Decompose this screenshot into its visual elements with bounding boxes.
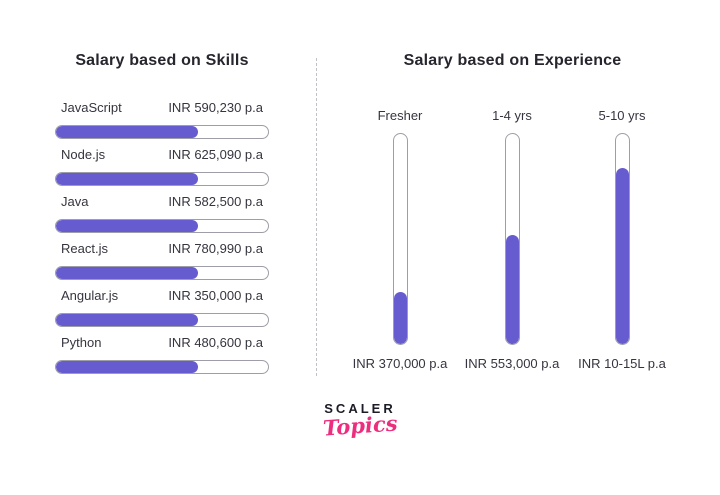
skill-bar-fill bbox=[56, 267, 199, 279]
skill-bar-track bbox=[55, 219, 269, 233]
skill-bar-fill bbox=[56, 126, 199, 138]
scaler-topics-logo: SCALER Topics bbox=[0, 401, 720, 441]
skill-label: Node.js bbox=[61, 147, 106, 162]
skill-label: Angular.js bbox=[61, 288, 119, 303]
skill-row-head: Python INR 480,600 p.a bbox=[55, 335, 269, 355]
experience-value: INR 10-15L p.a bbox=[578, 356, 666, 371]
experience-column-fresher: Fresher INR 370,000 p.a bbox=[345, 108, 455, 371]
experience-bar-track bbox=[392, 133, 408, 345]
skill-bar-track bbox=[55, 125, 269, 139]
skill-row-angularjs: Angular.js INR 350,000 p.a bbox=[55, 288, 269, 327]
experience-value: INR 370,000 p.a bbox=[352, 356, 448, 371]
logo-brand-text: SCALER bbox=[324, 401, 396, 416]
skill-bar-track bbox=[55, 266, 269, 280]
skill-value: INR 625,090 p.a bbox=[168, 147, 263, 162]
skill-row-javascript: JavaScript INR 590,230 p.a bbox=[55, 100, 269, 139]
experience-column-1-4yrs: 1-4 yrs INR 553,000 p.a bbox=[457, 108, 567, 371]
skill-value: INR 590,230 p.a bbox=[168, 100, 263, 115]
skill-bar-track bbox=[55, 360, 269, 374]
skill-label: Python bbox=[61, 335, 102, 350]
skill-value: INR 480,600 p.a bbox=[168, 335, 263, 350]
skill-bar-fill bbox=[56, 220, 199, 232]
skill-row-python: Python INR 480,600 p.a bbox=[55, 335, 269, 374]
skill-row-head: Java INR 582,500 p.a bbox=[55, 194, 269, 214]
experience-bar-track bbox=[614, 133, 630, 345]
skill-value: INR 780,990 p.a bbox=[168, 241, 263, 256]
skill-bar-fill bbox=[56, 173, 199, 185]
experience-label: 1-4 yrs bbox=[492, 108, 532, 123]
skill-row-reactjs: React.js INR 780,990 p.a bbox=[55, 241, 269, 280]
skill-row-java: Java INR 582,500 p.a bbox=[55, 194, 269, 233]
logo-sub-brand-text: Topics bbox=[321, 410, 399, 441]
experience-bar-fill bbox=[615, 167, 629, 344]
experience-bar-fill bbox=[505, 234, 519, 344]
skill-row-head: JavaScript INR 590,230 p.a bbox=[55, 100, 269, 120]
experience-bar-track bbox=[504, 133, 520, 345]
skill-value: INR 350,000 p.a bbox=[168, 288, 263, 303]
experience-panel-title: Salary based on Experience bbox=[403, 52, 622, 69]
experience-column-5-10yrs: 5-10 yrs INR 10-15L p.a bbox=[567, 108, 677, 371]
panel-divider bbox=[316, 58, 317, 376]
skill-bar-track bbox=[55, 172, 269, 186]
skills-panel-title: Salary based on Skills bbox=[75, 52, 249, 69]
skill-label: React.js bbox=[61, 241, 108, 256]
skill-bar-track bbox=[55, 313, 269, 327]
experience-bar-fill bbox=[393, 291, 407, 344]
skill-value: INR 582,500 p.a bbox=[168, 194, 263, 209]
skill-bar-fill bbox=[56, 314, 199, 326]
skill-row-head: Node.js INR 625,090 p.a bbox=[55, 147, 269, 167]
skill-row-nodejs: Node.js INR 625,090 p.a bbox=[55, 147, 269, 186]
skill-row-head: React.js INR 780,990 p.a bbox=[55, 241, 269, 261]
skill-label: Java bbox=[61, 194, 89, 209]
skill-bar-fill bbox=[56, 361, 199, 373]
experience-label: Fresher bbox=[377, 108, 423, 123]
experience-value: INR 553,000 p.a bbox=[464, 356, 560, 371]
skill-row-head: Angular.js INR 350,000 p.a bbox=[55, 288, 269, 308]
skills-bar-list: JavaScript INR 590,230 p.a Node.js INR 6… bbox=[55, 100, 269, 382]
experience-label: 5-10 yrs bbox=[598, 108, 646, 123]
skill-label: JavaScript bbox=[61, 100, 122, 115]
